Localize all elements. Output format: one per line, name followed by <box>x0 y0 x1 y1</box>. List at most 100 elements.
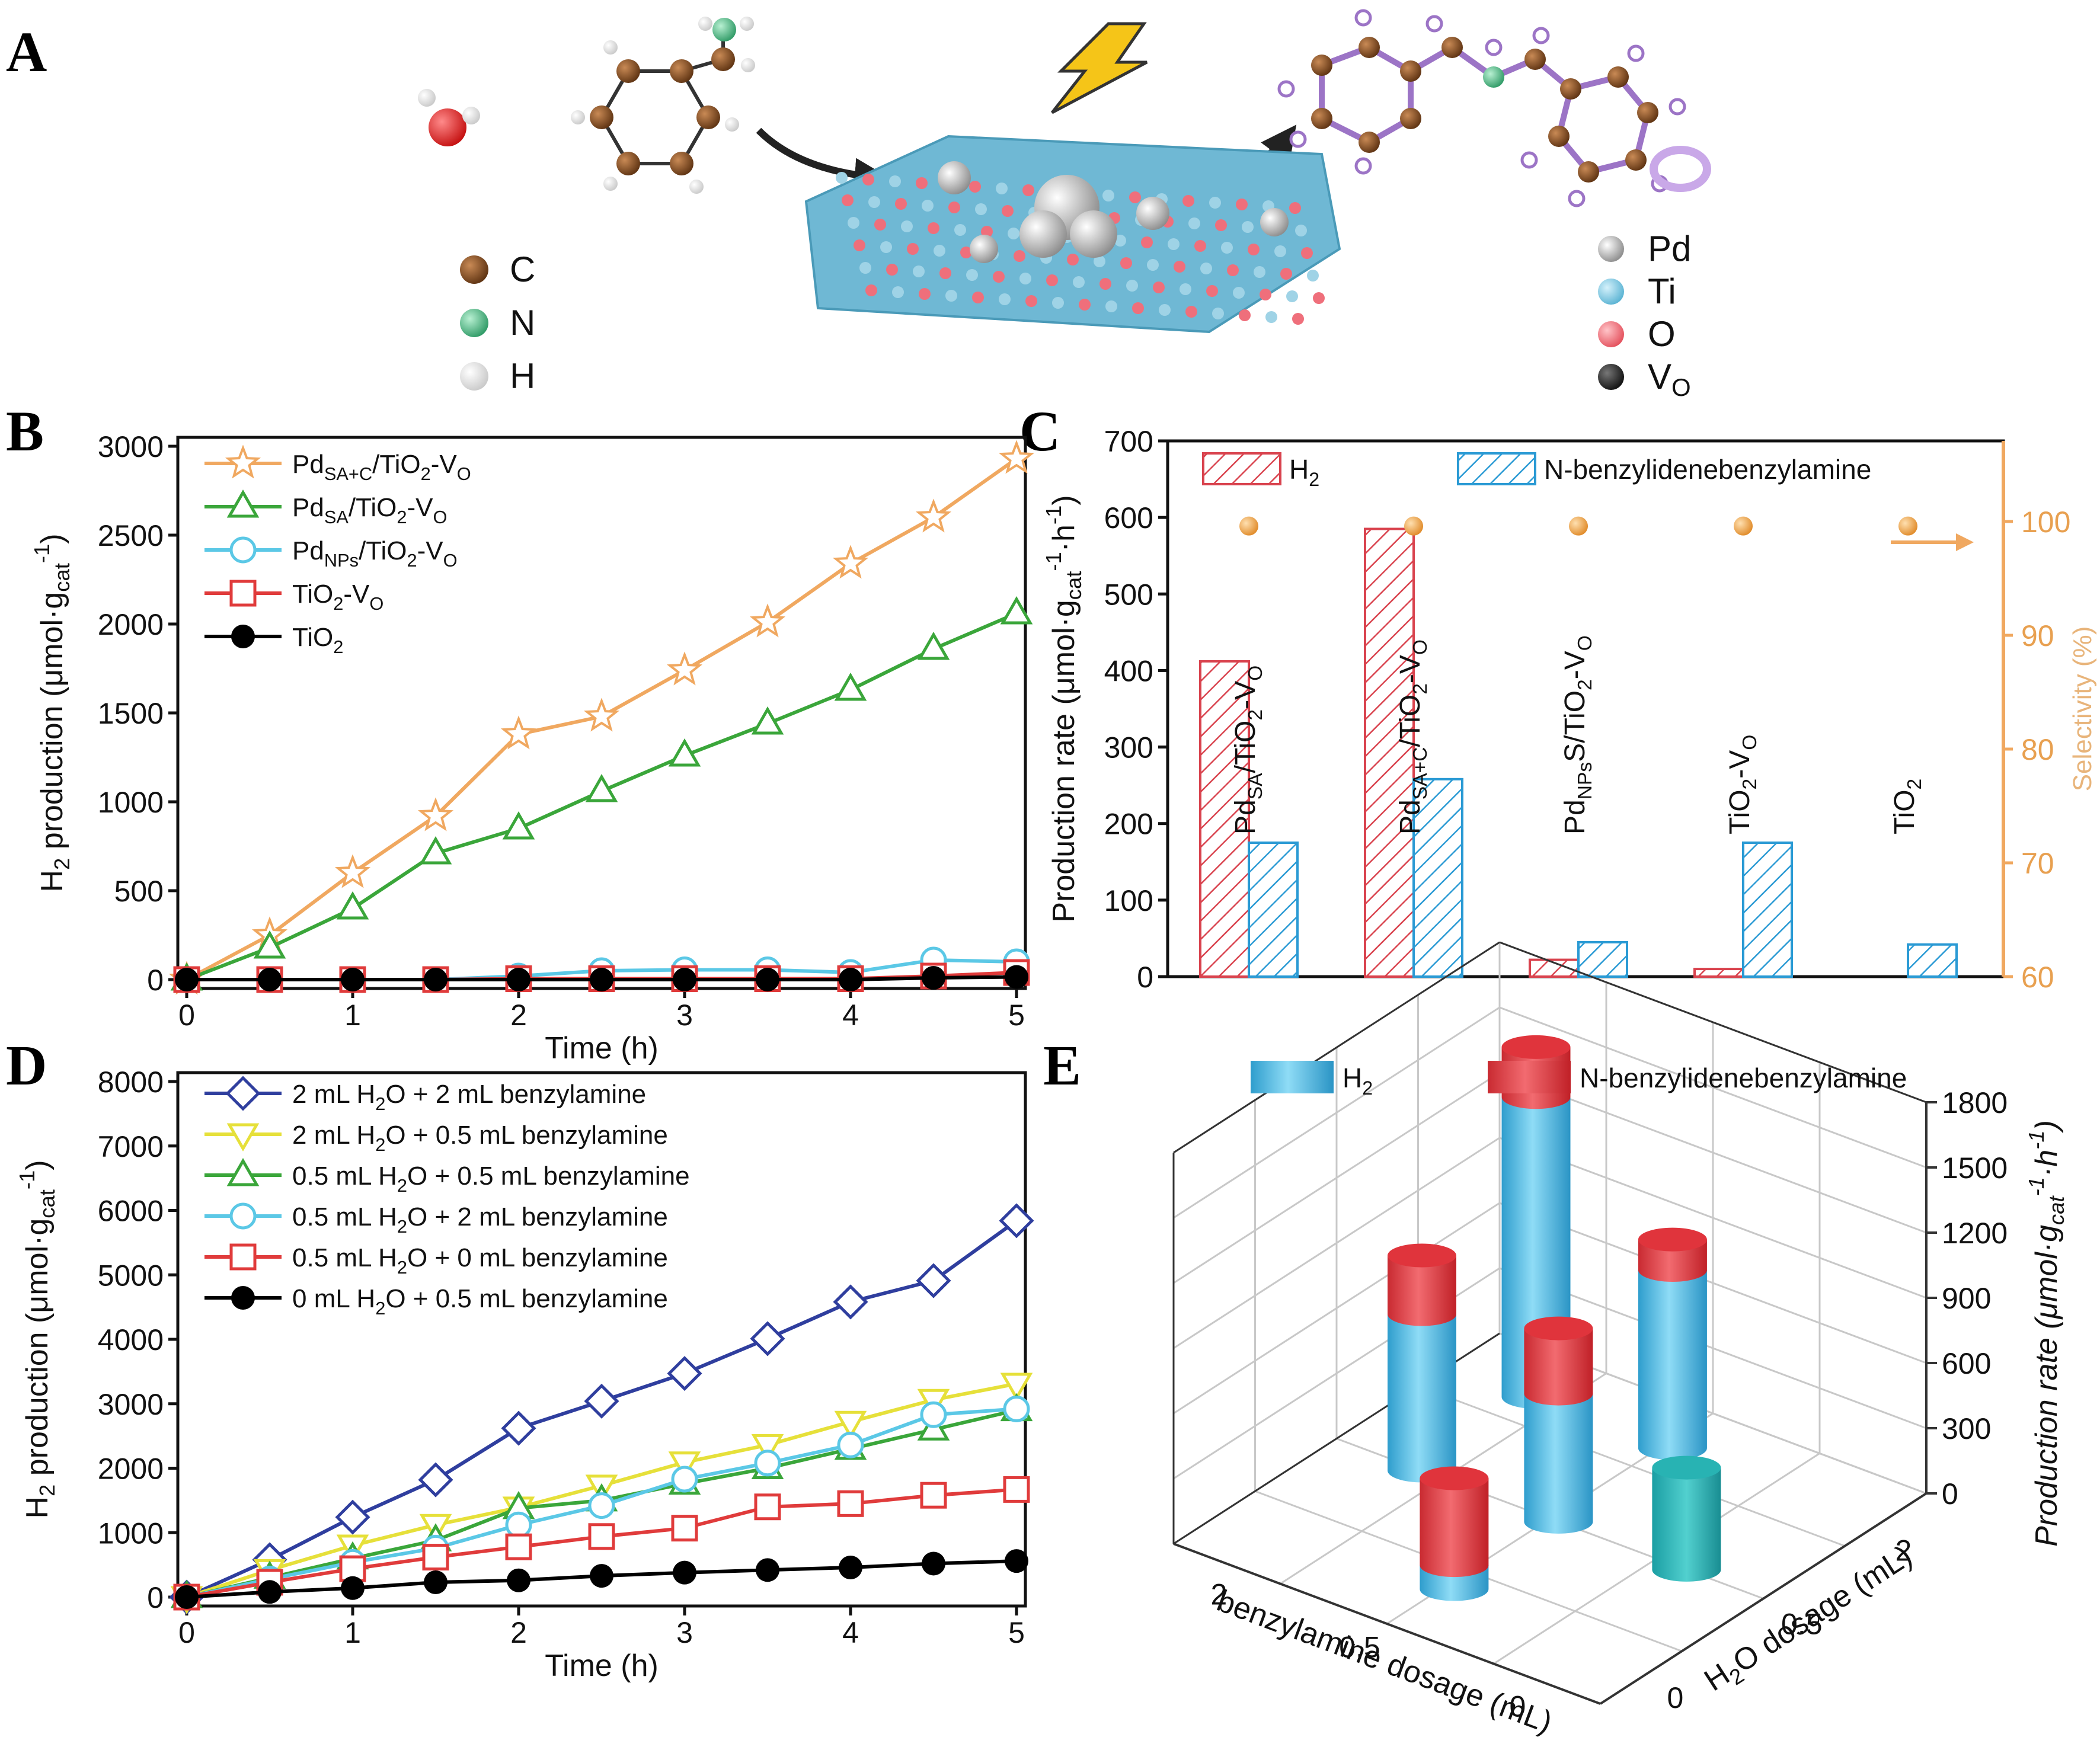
data-point <box>253 930 286 959</box>
water-molecule-icon <box>418 89 480 146</box>
y-tick-label: 600 <box>1104 501 1153 535</box>
data-point <box>750 1321 785 1357</box>
data-point <box>837 1431 864 1458</box>
data-point <box>671 1515 698 1542</box>
selectivity-point <box>1569 516 1588 536</box>
data-point <box>336 891 369 920</box>
x-tick-label: 1 <box>344 1616 361 1649</box>
panel-letter-e: E <box>1043 1034 1081 1097</box>
data-point <box>424 1570 448 1594</box>
data-point <box>915 498 952 533</box>
data-point <box>417 797 454 831</box>
legend-marker <box>226 489 260 518</box>
atom-legend-label: VO <box>1648 357 1691 401</box>
bar-top <box>1501 1035 1571 1059</box>
atom-legend-label: N <box>510 303 535 343</box>
y-tick-label: 300 <box>1104 731 1153 764</box>
legend-label: PdSA+C/TiO2-VO <box>292 450 471 484</box>
y-tick-label: 4000 <box>98 1323 164 1357</box>
data-point <box>588 1523 615 1550</box>
category-label: TiO2-VO <box>1724 735 1761 834</box>
legend-marker <box>229 536 257 564</box>
bar-product <box>1907 943 1958 978</box>
grid-line <box>1417 1385 1846 1547</box>
bar-product <box>1742 842 1793 978</box>
atom-h-icon <box>460 362 488 391</box>
y-tick-label: 0 <box>1667 1681 1684 1714</box>
legend-label: 0.5 mL H2O + 0 mL benzylamine <box>292 1243 668 1278</box>
grid-line <box>1499 1202 1927 1364</box>
bar-top <box>1652 1455 1721 1480</box>
y-tick-label: 6000 <box>98 1195 164 1228</box>
legend-swatch-product <box>1457 452 1536 485</box>
y-axis-title: Production rate (μmol·gcat-1·h-1) <box>1041 495 1086 922</box>
axis-line <box>1173 1543 1601 1705</box>
y-tick-label: 700 <box>1104 425 1153 458</box>
atom-n-icon <box>460 309 488 337</box>
data-point <box>258 1580 282 1604</box>
data-point <box>588 1492 615 1519</box>
data-point <box>505 1511 532 1538</box>
z-tick-label: 600 <box>1942 1347 1991 1380</box>
bar-product-segment <box>1388 1255 1456 1326</box>
selectivity-point <box>1239 516 1258 536</box>
y-tick-label: 2000 <box>98 608 164 641</box>
legend-marker <box>229 1243 257 1271</box>
legend-marker <box>225 1076 261 1111</box>
z-axis-title: Production rate (μmol·gcat-1·h-1) <box>2024 1120 2069 1547</box>
data-point <box>667 1356 702 1391</box>
atom-legend-label: C <box>510 249 535 289</box>
x-tick-label: 3 <box>676 1616 693 1649</box>
legend-label: 2 mL H2O + 2 mL benzylamine <box>292 1080 646 1114</box>
bar-h2-segment <box>1524 1393 1593 1534</box>
data-point <box>756 968 779 991</box>
legend-label: H2 <box>1289 454 1319 490</box>
y-axis-title: H2 production (μmol·gcat-1) <box>30 533 74 892</box>
y-axis-title: H2 production (μmol·gcat-1) <box>15 1160 59 1518</box>
bar-product <box>1577 940 1628 978</box>
bar-product-segment <box>1420 1478 1489 1578</box>
data-point <box>1000 1373 1033 1402</box>
axis-line <box>1599 1492 1928 1705</box>
bar-product-segment <box>1638 1239 1707 1282</box>
right-axis-arrowhead-icon <box>1956 533 1974 551</box>
legend-label: TiO2-VO <box>292 580 383 614</box>
bar-h2 <box>1199 660 1250 978</box>
atom-legend-label: Ti <box>1648 271 1676 311</box>
bar-h2 <box>1693 968 1744 978</box>
panel-letter-d: D <box>6 1034 47 1097</box>
y-tick-label: 200 <box>1104 808 1153 841</box>
data-point <box>505 1533 532 1560</box>
y2-tick-label: 100 <box>2021 506 2070 539</box>
x-tick-label: 0 <box>178 1616 195 1649</box>
data-point <box>999 1203 1034 1239</box>
legend-marker <box>229 1202 257 1230</box>
data-point <box>583 698 620 732</box>
y2-axis-title: Selectivity (%) <box>2068 626 2097 792</box>
data-point <box>671 1466 698 1493</box>
data-point <box>754 1450 781 1477</box>
legend-marker <box>226 1157 260 1186</box>
x-tick-label: 3 <box>676 999 693 1032</box>
data-point <box>422 1544 449 1571</box>
y-tick-label: 1000 <box>98 1517 164 1550</box>
data-point <box>502 811 535 840</box>
data-point <box>507 968 530 991</box>
z-tick-label: 1500 <box>1942 1151 2008 1185</box>
y2-tick-label: 80 <box>2021 733 2054 766</box>
data-point <box>834 672 867 701</box>
legend-label: 0.5 mL H2O + 0.5 mL benzylamine <box>292 1162 690 1196</box>
data-point <box>1000 596 1033 625</box>
bar-cylinder <box>1638 1227 1707 1460</box>
data-point <box>334 854 371 888</box>
legend-marker <box>231 625 255 648</box>
legend-label: 0 mL H2O + 0.5 mL benzylamine <box>292 1284 668 1319</box>
x-tick-label: 0 <box>178 999 195 1032</box>
grid-line <box>1499 1071 1927 1234</box>
y-tick-label: 400 <box>1104 654 1153 687</box>
x-axis-title: Time (h) <box>545 1649 659 1683</box>
data-point <box>590 1564 613 1588</box>
axis-line <box>1499 941 1927 1103</box>
atom-v-icon <box>1598 364 1624 390</box>
